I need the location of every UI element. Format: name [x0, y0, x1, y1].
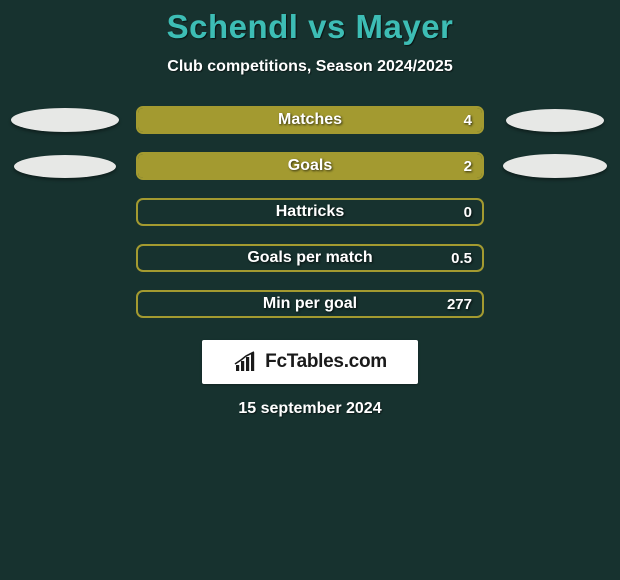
player-marker-right: [506, 109, 604, 132]
stat-row: Goals 2: [0, 152, 620, 180]
left-marker-slot: [0, 198, 130, 226]
comparison-card: Schendl vs Mayer Club competitions, Seas…: [0, 0, 620, 418]
player-marker-left: [11, 108, 119, 132]
subtitle: Club competitions, Season 2024/2025: [0, 58, 620, 76]
stats-list: Matches 4 Goals 2: [0, 106, 620, 318]
stat-bar: Goals per match 0.5: [136, 244, 484, 272]
stat-row: Matches 4: [0, 106, 620, 134]
right-marker-slot: [490, 152, 620, 180]
right-marker-slot: [490, 106, 620, 134]
right-marker-slot: [490, 290, 620, 318]
stat-label: Min per goal: [138, 295, 482, 313]
left-marker-slot: [0, 244, 130, 272]
left-marker-slot: [0, 152, 130, 180]
right-marker-slot: [490, 198, 620, 226]
stat-value: 0.5: [451, 250, 472, 267]
bar-chart-icon: [233, 351, 259, 373]
stat-bar: Goals 2: [136, 152, 484, 180]
stat-row: Hattricks 0: [0, 198, 620, 226]
right-marker-slot: [490, 244, 620, 272]
stat-label: Goals: [138, 157, 482, 175]
update-date: 15 september 2024: [0, 400, 620, 418]
stat-bar: Min per goal 277: [136, 290, 484, 318]
site-logo[interactable]: FcTables.com: [202, 340, 418, 384]
stat-row: Goals per match 0.5: [0, 244, 620, 272]
stat-value: 4: [464, 112, 472, 129]
site-logo-text: FcTables.com: [265, 351, 387, 373]
stat-value: 0: [464, 204, 472, 221]
left-marker-slot: [0, 290, 130, 318]
stat-bar: Hattricks 0: [136, 198, 484, 226]
player-marker-right: [503, 154, 607, 178]
stat-bar: Matches 4: [136, 106, 484, 134]
page-title: Schendl vs Mayer: [0, 8, 620, 46]
stat-value: 2: [464, 158, 472, 175]
stat-label: Matches: [138, 111, 482, 129]
player-marker-left: [14, 155, 116, 178]
stat-row: Min per goal 277: [0, 290, 620, 318]
left-marker-slot: [0, 106, 130, 134]
stat-label: Hattricks: [138, 203, 482, 221]
stat-label: Goals per match: [138, 249, 482, 267]
stat-value: 277: [447, 296, 472, 313]
